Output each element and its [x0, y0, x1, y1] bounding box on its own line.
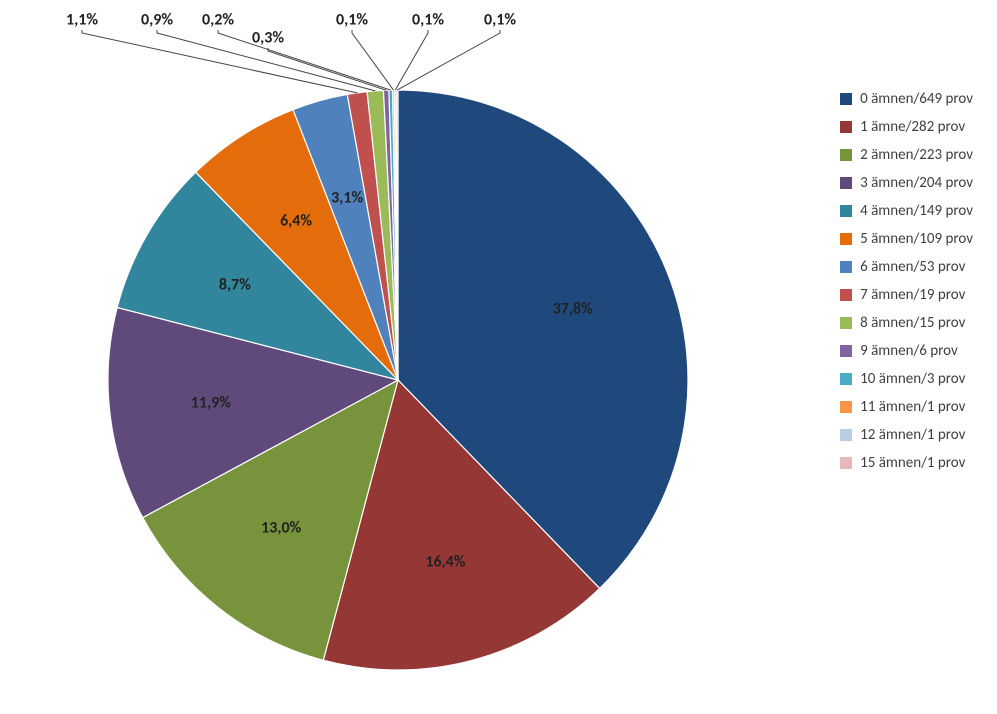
legend-swatch: [840, 233, 852, 245]
legend-label: 2 ämnen/223 prov: [860, 146, 973, 164]
legend-item: 10 ämnen/3 prov: [840, 370, 973, 388]
legend-swatch: [840, 177, 852, 189]
legend-item: 5 ämnen/109 prov: [840, 230, 973, 248]
legend-item: 2 ämnen/223 prov: [840, 146, 973, 164]
leader-line: [82, 30, 357, 93]
slice-label: 0,1%: [484, 11, 516, 30]
legend-item: 9 ämnen/6 prov: [840, 342, 973, 360]
legend-swatch: [840, 401, 852, 413]
legend-label: 10 ämnen/3 prov: [860, 370, 965, 388]
legend-item: 15 ämnen/1 prov: [840, 454, 973, 472]
legend-label: 0 ämnen/649 prov: [860, 90, 973, 108]
legend-label: 7 ämnen/19 prov: [860, 286, 965, 304]
legend-item: 7 ämnen/19 prov: [840, 286, 973, 304]
legend-swatch: [840, 261, 852, 273]
legend-item: 1 ämne/282 prov: [840, 118, 973, 136]
legend-label: 15 ämnen/1 prov: [860, 454, 965, 472]
legend-item: 3 ämnen/204 prov: [840, 174, 973, 192]
legend-swatch: [840, 93, 852, 105]
slice-label: 11,9%: [191, 393, 231, 412]
slice-label: 3,1%: [331, 189, 363, 208]
legend-label: 3 ämnen/204 prov: [860, 174, 973, 192]
legend-item: 6 ämnen/53 prov: [840, 258, 973, 276]
legend-swatch: [840, 429, 852, 441]
slice-label: 0,9%: [141, 11, 173, 30]
legend-swatch: [840, 317, 852, 329]
legend: 0 ämnen/649 prov 1 ämne/282 prov 2 ämnen/2…: [840, 90, 973, 472]
legend-item: 11 ämnen/1 prov: [840, 398, 973, 416]
legend-item: 8 ämnen/15 prov: [840, 314, 973, 332]
legend-label: 9 ämnen/6 prov: [860, 342, 958, 360]
legend-swatch: [840, 457, 852, 469]
pie-chart-container: 0 ämnen/649 prov 1 ämne/282 prov 2 ämnen/2…: [0, 0, 997, 714]
legend-swatch: [840, 373, 852, 385]
legend-label: 8 ämnen/15 prov: [860, 314, 965, 332]
legend-label: 4 ämnen/149 prov: [860, 202, 973, 220]
legend-label: 11 ämnen/1 prov: [860, 398, 965, 416]
legend-item: 4 ämnen/149 prov: [840, 202, 973, 220]
legend-swatch: [840, 205, 852, 217]
slice-label: 6,4%: [280, 212, 312, 231]
slice-label: 0,3%: [252, 29, 284, 48]
slice-label: 13,0%: [261, 518, 301, 537]
legend-label: 6 ämnen/53 prov: [860, 258, 965, 276]
slice-label: 0,1%: [336, 11, 368, 30]
legend-label: 12 ämnen/1 prov: [860, 426, 965, 444]
slice-label: 0,2%: [202, 11, 234, 30]
slice-label: 1,1%: [66, 11, 98, 30]
legend-swatch: [840, 121, 852, 133]
slice-label: 16,4%: [425, 553, 465, 572]
legend-label: 1 ämne/282 prov: [860, 118, 965, 136]
slice-label: 8,7%: [219, 276, 251, 295]
legend-swatch: [840, 289, 852, 301]
legend-item: 12 ämnen/1 prov: [840, 426, 973, 444]
slice-label: 37,8%: [553, 300, 593, 319]
legend-label: 5 ämnen/109 prov: [860, 230, 973, 248]
legend-swatch: [840, 149, 852, 161]
slice-label: 0,1%: [412, 11, 444, 30]
legend-item: 0 ämnen/649 prov: [840, 90, 973, 108]
legend-swatch: [840, 345, 852, 357]
leader-line: [395, 30, 428, 90]
